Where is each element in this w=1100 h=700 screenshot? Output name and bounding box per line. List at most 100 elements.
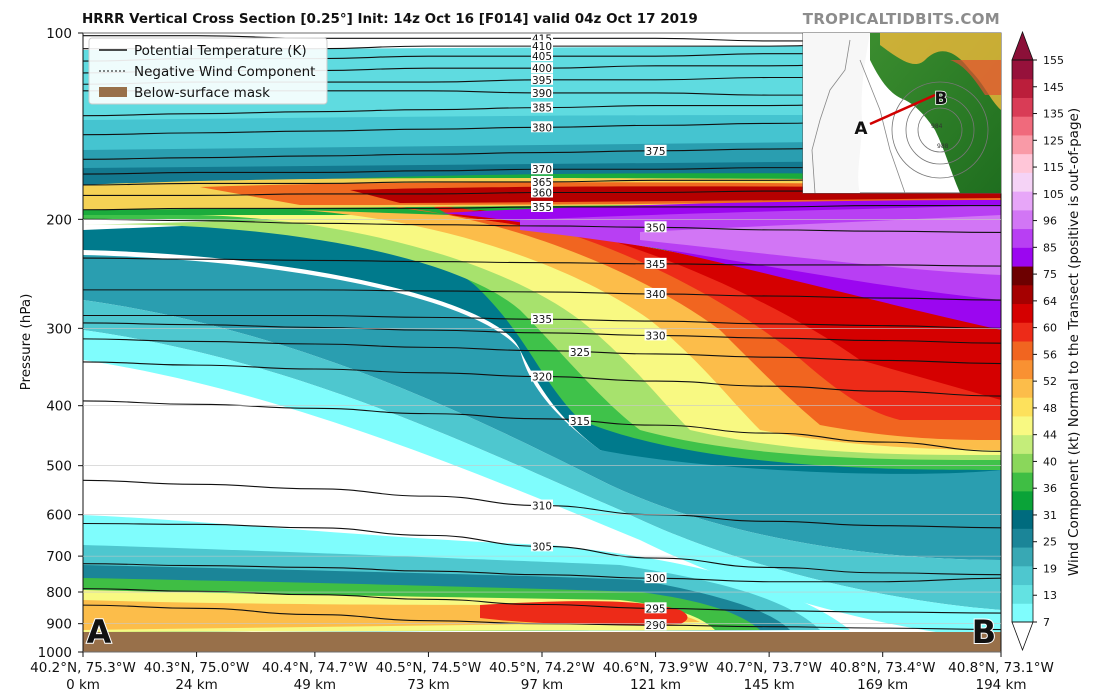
x-tick-coord-label: 40.6°N, 73.9°W bbox=[603, 660, 709, 676]
legend-item-negative-wind: Negative Wind Component bbox=[134, 64, 315, 80]
theta-label-bg bbox=[531, 540, 553, 552]
chart-title: HRRR Vertical Cross Section [0.25°] Init… bbox=[82, 11, 698, 27]
legend-mask-swatch bbox=[99, 87, 127, 97]
colorbar-segment bbox=[1012, 60, 1033, 80]
y-axis: 100 200 300 400 500 600 700 800 900 1000 bbox=[38, 26, 1001, 661]
x-tick-km-label: 24 km bbox=[175, 677, 217, 693]
x-tick-km-label: 97 km bbox=[521, 677, 563, 693]
isobar-label-988: 988 bbox=[937, 143, 949, 150]
theta-contour-label: 295 bbox=[646, 603, 666, 615]
transect-line bbox=[869, 93, 936, 126]
theta-label-bg bbox=[568, 345, 591, 357]
y-tick-label: 700 bbox=[46, 549, 72, 565]
theta-label-bg bbox=[531, 50, 553, 62]
theta-label-bg bbox=[644, 572, 667, 584]
theta-contour-label: 405 bbox=[532, 51, 552, 63]
theta-contour-340 bbox=[83, 289, 1001, 301]
theta-contour-label: 330 bbox=[646, 330, 666, 342]
theta-label-bg bbox=[644, 329, 667, 341]
colorbar-segment bbox=[1012, 509, 1033, 529]
x-tick-km-label: 121 km bbox=[630, 677, 681, 693]
colorbar-tick-label: 125 bbox=[1043, 134, 1064, 147]
colorbar-tick-label: 7 bbox=[1043, 616, 1050, 629]
y-axis-label: Pressure (hPa) bbox=[18, 294, 34, 391]
theta-contour-345 bbox=[83, 257, 1001, 267]
colorbar-tick-label: 105 bbox=[1043, 188, 1064, 201]
colorbar-segment bbox=[1012, 322, 1033, 342]
colorbar-tick-label: 40 bbox=[1043, 455, 1057, 468]
x-tick-coord-label: 40.5°N, 74.2°W bbox=[489, 660, 595, 676]
theta-label-bg bbox=[531, 62, 553, 74]
theta-contour-label: 310 bbox=[532, 501, 552, 513]
y-tick-label: 200 bbox=[46, 212, 72, 228]
theta-contour-label: 380 bbox=[532, 122, 552, 134]
inset-label-b: B bbox=[935, 89, 948, 109]
x-tick-km-label: 0 km bbox=[66, 677, 100, 693]
theta-contour-label: 355 bbox=[532, 202, 552, 214]
theta-label-bg bbox=[531, 163, 553, 175]
x-tick-coord-label: 40.3°N, 75.0°W bbox=[144, 660, 250, 676]
theta-label-bg bbox=[531, 40, 553, 52]
theta-contour-label: 335 bbox=[532, 314, 552, 326]
colorbar-tick-label: 48 bbox=[1043, 402, 1057, 415]
colorbar-segment bbox=[1012, 359, 1033, 379]
theta-contour-325 bbox=[83, 338, 1001, 365]
theta-label-bg bbox=[531, 200, 553, 212]
colorbar-tick-label: 135 bbox=[1043, 108, 1064, 121]
theta-label-bg bbox=[531, 186, 553, 198]
y-tick-label: 600 bbox=[46, 508, 72, 524]
colorbar-segment bbox=[1012, 603, 1033, 623]
y-tick-label: 400 bbox=[46, 399, 72, 415]
colorbar-segment bbox=[1012, 284, 1033, 305]
colorbar-segment bbox=[1012, 172, 1033, 192]
colorbar-segment bbox=[1012, 134, 1033, 155]
colorbar-segment bbox=[1012, 547, 1033, 567]
theta-contour-label: 400 bbox=[532, 63, 552, 75]
theta-contour-350 bbox=[83, 218, 1001, 234]
theta-contour-330 bbox=[83, 322, 1001, 344]
inset-map: 984 988 A B bbox=[802, 32, 1002, 194]
y-tick-label: 1000 bbox=[38, 645, 72, 661]
x-axis: 40.2°N, 75.3°W0 km 40.3°N, 75.0°W24 km 40.… bbox=[30, 652, 1054, 693]
y-tick-label: 900 bbox=[46, 617, 72, 633]
colorbar-segment bbox=[1012, 78, 1033, 98]
theta-contour-label: 385 bbox=[532, 103, 552, 115]
colorbar-tick-label: 25 bbox=[1043, 536, 1057, 549]
theta-contour-label: 390 bbox=[532, 88, 552, 100]
colorbar-segment bbox=[1012, 528, 1033, 548]
theta-label-bg bbox=[644, 144, 667, 156]
x-tick-coord-label: 40.5°N, 74.5°W bbox=[376, 660, 482, 676]
colorbar-tick-label: 60 bbox=[1043, 322, 1057, 335]
colorbar-segment bbox=[1012, 434, 1033, 454]
theta-label-bg bbox=[531, 73, 553, 85]
colorbar-tick-label: 115 bbox=[1043, 161, 1064, 174]
legend-item-mask: Below-surface mask bbox=[134, 85, 270, 101]
colorbar-extend-max bbox=[1011, 30, 1034, 61]
colorbar-segment bbox=[1012, 378, 1033, 398]
below-surface-mask bbox=[83, 632, 1001, 652]
y-tick-label: 300 bbox=[46, 321, 72, 337]
colorbar-tick-label: 85 bbox=[1043, 241, 1057, 254]
theta-contour-label: 395 bbox=[532, 75, 552, 87]
brand-watermark: TROPICALTIDBITS.COM bbox=[802, 10, 1000, 28]
colorbar-segment bbox=[1012, 415, 1033, 436]
theta-label-bg bbox=[644, 257, 667, 269]
colorbar-segment bbox=[1012, 453, 1033, 473]
theta-label-bg bbox=[531, 370, 553, 382]
x-tick-km-label: 73 km bbox=[407, 677, 449, 693]
colorbar-tick-label: 145 bbox=[1043, 81, 1064, 94]
theta-contour-label: 370 bbox=[532, 164, 552, 176]
colorbar: 7 13 19 25 31 36 40 44 48 52 56 60 64 75 85 96 105 115 125… bbox=[1011, 30, 1064, 652]
theta-label-bg bbox=[531, 33, 553, 44]
colorbar-tick-label: 36 bbox=[1043, 482, 1057, 495]
colorbar-frame bbox=[1011, 59, 1034, 623]
isobar-label-984: 984 bbox=[931, 123, 943, 130]
colorbar-segment bbox=[1012, 209, 1033, 230]
y-tick-label: 800 bbox=[46, 585, 72, 601]
theta-label-bg bbox=[531, 121, 553, 133]
theta-label-bg bbox=[531, 175, 553, 187]
theta-contour-label: 315 bbox=[570, 416, 590, 428]
colorbar-tick-label: 56 bbox=[1043, 348, 1057, 361]
colorbar-tick-label: 52 bbox=[1043, 375, 1057, 388]
colorbar-segment bbox=[1012, 490, 1033, 511]
